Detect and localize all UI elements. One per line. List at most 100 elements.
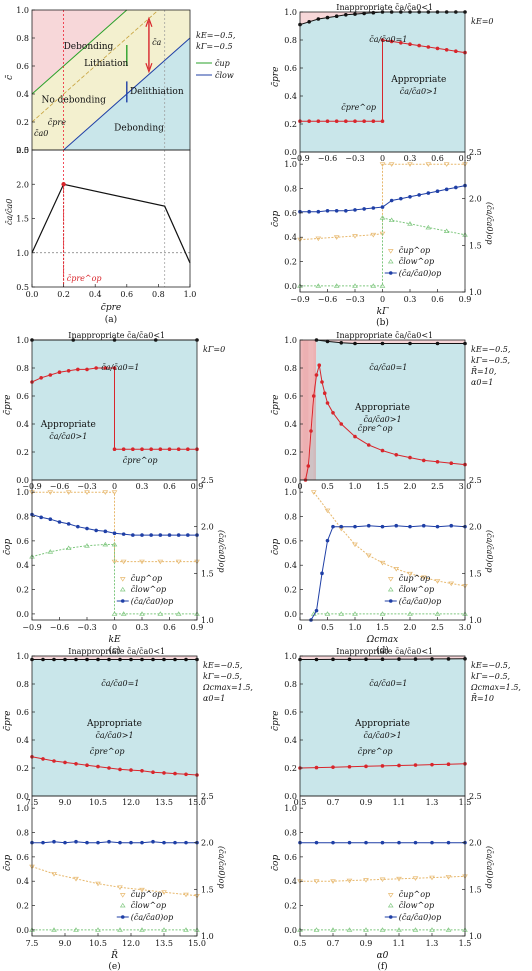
caption: (f) (377, 961, 387, 971)
ratio-point (184, 840, 188, 845)
x-tick-label-top: 0 (112, 482, 117, 491)
annotation: c̄a0 (34, 129, 48, 138)
x-tick-label-top: 10.5 (89, 798, 107, 807)
cpre-point (307, 119, 311, 123)
clow-point (352, 611, 358, 616)
cpre-point (63, 760, 67, 765)
ratio-point (48, 517, 53, 521)
series-ratio (31, 183, 191, 264)
legend-label: (c̄a/c̄a0)op (399, 597, 441, 606)
cup-point (420, 575, 427, 581)
y-tick-label: 0.8 (16, 680, 29, 689)
ratio-point (362, 207, 366, 211)
label-appropriate: Appropriate (354, 719, 410, 729)
boundary-point (118, 657, 122, 662)
cup-point (379, 877, 386, 883)
y-axis-label: c̄op (3, 539, 13, 555)
y-tick-label: 1.0 (16, 804, 29, 813)
y-tick-label: 2.5 (469, 476, 482, 485)
boundary-point (344, 13, 348, 17)
x-tick-label: 1.1 (393, 939, 406, 948)
boundary-point (413, 657, 418, 661)
x-tick-label: 0.3 (136, 623, 149, 632)
legend-marker (387, 249, 394, 254)
ratio-point (151, 839, 155, 844)
axis-frame (31, 795, 198, 937)
x-tick-label-top: 0.9 (360, 798, 373, 807)
legend-marker (119, 577, 126, 582)
x-tick-label: −0.9 (290, 295, 309, 304)
y-tick-label: 0.8 (284, 36, 297, 45)
cup-point (47, 490, 54, 495)
y-tick-label: 1.5 (16, 215, 29, 224)
clow-point (117, 927, 123, 932)
x-tick-label-top: 0.3 (136, 482, 149, 491)
boundary-point (316, 17, 321, 21)
cpre-point (364, 764, 368, 769)
cpre-point (184, 772, 188, 777)
legend-label: c̄low^op (399, 257, 434, 266)
cpre-point (129, 768, 133, 772)
legend-label: c̄low (215, 71, 234, 80)
param-label: kΓ=0 (203, 345, 225, 354)
y-tick-label: 0.8 (284, 513, 297, 522)
param-label: kΓ=−0.5, (203, 672, 242, 681)
boundary-point (107, 657, 111, 662)
y-tick-label: 0.2 (284, 764, 297, 773)
ratio-point (118, 840, 122, 845)
y-tick-label: 0.6 (16, 537, 29, 546)
y-tick-label: 0.6 (16, 853, 29, 862)
cup-point (120, 559, 127, 565)
y-tick-label: 0.8 (284, 829, 297, 838)
y-tick-label: 2.0 (469, 523, 482, 532)
cup-point (102, 490, 109, 495)
x-tick-label-top: −0.6 (318, 154, 337, 163)
y-tick-label: 0.2 (284, 258, 297, 267)
y-tick-label: 0.8 (16, 364, 29, 373)
ratio-point (57, 520, 62, 524)
param-label: Ωcmax=1.5, (202, 683, 253, 692)
cpre-point (107, 766, 111, 770)
label-inappropriate: Inappropriate c̄a/c̄a0<1 (336, 3, 433, 12)
boundary-point (362, 11, 366, 16)
ratio-point (380, 205, 385, 209)
clow-point (51, 927, 57, 932)
y-tick-label: 2.5 (201, 476, 214, 485)
ratio-point (444, 187, 449, 192)
cpre-point (140, 769, 144, 773)
ratio-point (140, 533, 144, 537)
clow-point (363, 927, 369, 932)
cpre-point (162, 771, 166, 775)
x-tick-label-top: −0.6 (50, 482, 69, 491)
boundary-point (446, 657, 451, 661)
axis-frame (299, 795, 466, 937)
axis-frame (31, 149, 191, 288)
cpre-point (167, 447, 172, 452)
x-tick-label: −0.6 (50, 623, 69, 632)
cpre-point (151, 770, 155, 774)
x-tick-label: 15.0 (188, 939, 206, 948)
param-label: α0=1 (203, 694, 225, 703)
region-label: Lithiation (84, 59, 128, 69)
label-appropriate-ratio: c̄a/c̄a0>1 (363, 415, 401, 424)
y-axis-label-right: (c̄a/c̄a0)op (485, 530, 494, 572)
legend-label: c̄low^op (399, 901, 434, 910)
clow-point (120, 611, 127, 616)
x-tick-label: −0.3 (345, 295, 364, 304)
cpre-point (48, 373, 53, 377)
legend-label: c̄low^op (131, 585, 166, 594)
cpre-point (121, 447, 126, 452)
legend-label: (c̄a/c̄a0)op (131, 913, 173, 922)
legend-label: c̄up^op (131, 890, 162, 899)
y-tick-label: 2.0 (201, 523, 214, 532)
y-tick-label: 0.4 (284, 92, 297, 101)
cpre-point (39, 376, 43, 380)
cpre-point (353, 434, 357, 439)
x-axis-label: α0 (377, 951, 389, 961)
ratio-point (103, 529, 108, 534)
cup-point (175, 559, 182, 565)
label-appropriate-ratio: c̄a/c̄a0>1 (363, 731, 401, 740)
y-tick-label: 0.4 (284, 561, 297, 570)
cpre-point (309, 429, 313, 433)
ratio-point (426, 191, 431, 195)
